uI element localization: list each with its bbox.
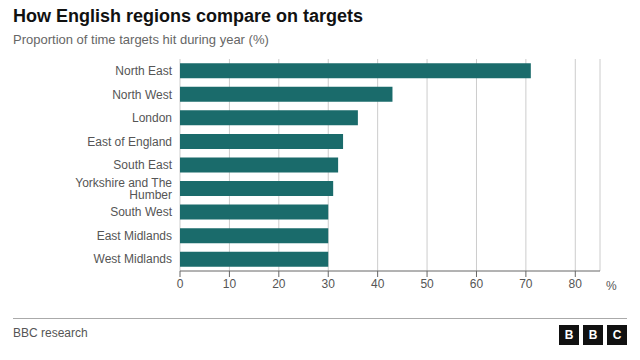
svg-text:0: 0 [177,277,184,291]
svg-text:80: 80 [569,277,583,291]
svg-text:10: 10 [223,277,237,291]
html-text:How English regions compare on: How English regions compare on targets [13,6,364,26]
html-text:Proportion of time targets hit: Proportion of time targets hit during ye… [13,32,269,47]
svg-text:East of England: East of England [87,135,172,149]
html-text:BBC research: BBC research [13,326,88,340]
svg-text:East Midlands: East Midlands [97,229,172,243]
svg-text:West Midlands: West Midlands [94,252,172,266]
svg-text:20: 20 [272,277,286,291]
svg-text:40: 40 [371,277,385,291]
svg-text:North East: North East [115,64,172,78]
html-text:C: C [612,328,622,342]
svg-text:Yorkshire and TheHumber: Yorkshire and TheHumber [75,176,172,202]
svg-text:South East: South East [113,158,172,172]
svg-text:60: 60 [470,277,484,291]
svg-text:%: % [606,279,617,293]
svg-text:50: 50 [420,277,434,291]
svg-text:30: 30 [322,277,336,291]
html-text:B: B [564,328,574,342]
svg-text:North West: North West [112,88,172,102]
svg-text:70: 70 [519,277,533,291]
html-text:B: B [588,328,598,342]
svg-text:South West: South West [110,205,172,219]
svg-text:London: London [132,111,172,125]
